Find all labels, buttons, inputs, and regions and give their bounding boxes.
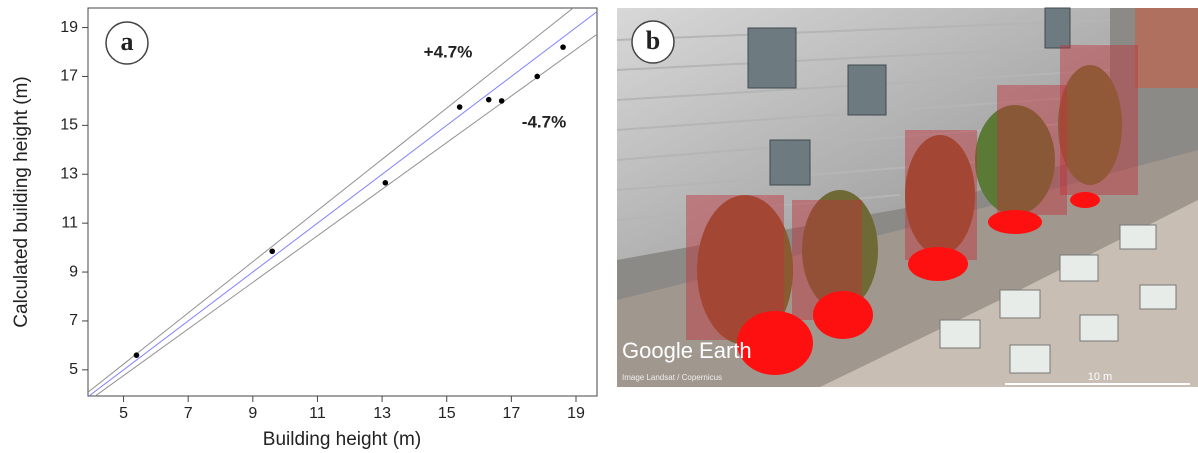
reference-line	[88, 0, 597, 392]
y-tick-label: 17	[60, 68, 78, 85]
x-tick-label: 17	[502, 405, 520, 422]
page: {"chart_data": {"type": "scatter", "pane…	[0, 0, 1198, 453]
scale-label: 10 m	[1088, 371, 1112, 383]
watermark: Google Earth	[622, 338, 752, 363]
red-building	[1135, 8, 1198, 88]
y-tick-label: 5	[69, 361, 78, 378]
plot-area	[88, 0, 597, 401]
x-axis-label: Building height (m)	[263, 429, 421, 450]
photo-panel: b Google Earth Image Landsat / Copernicu…	[617, 8, 1198, 387]
point	[134, 352, 140, 358]
point	[457, 104, 463, 110]
point	[560, 44, 566, 50]
point	[486, 97, 492, 103]
reference-line	[88, 12, 597, 397]
x-tick-label: 9	[248, 405, 257, 422]
x-tick-label: 13	[373, 405, 391, 422]
y-tick-label: 19	[60, 19, 78, 36]
panel-label: a	[121, 27, 134, 56]
point	[383, 180, 389, 186]
x-tick-label: 5	[119, 405, 128, 422]
figure: a +4.7% -4.7% Building height (m) Calcul…	[0, 0, 1198, 453]
x-tick-label: 19	[567, 405, 585, 422]
annotation: +4.7%	[424, 42, 473, 61]
y-tick-label: 9	[69, 263, 78, 280]
panel-label: b	[646, 26, 660, 55]
y-axis-label: Calculated building height (m)	[11, 76, 32, 327]
credit: Image Landsat / Copernicus	[622, 373, 722, 382]
plot-frame	[88, 8, 597, 396]
x-tick-label: 7	[184, 405, 193, 422]
x-tick-label: 11	[309, 405, 326, 422]
y-tick-label: 15	[60, 117, 78, 134]
scatter-panel: a +4.7% -4.7% Building height (m) Calcul…	[11, 0, 597, 450]
reference-line	[88, 34, 597, 401]
point	[499, 98, 505, 104]
y-tick-label: 7	[69, 312, 78, 329]
point	[534, 74, 540, 80]
y-tick-label: 11	[61, 214, 78, 231]
annotation: -4.7%	[522, 112, 566, 131]
point	[269, 248, 275, 254]
x-tick-label: 15	[438, 405, 456, 422]
y-tick-label: 13	[60, 165, 78, 182]
